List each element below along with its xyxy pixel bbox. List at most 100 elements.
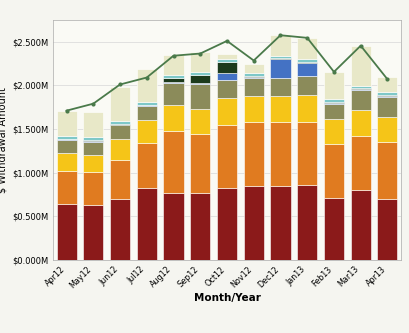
Bar (324, 103, 344, 104)
Bar (110, 121, 130, 124)
Bar (217, 188, 237, 260)
Bar (378, 95, 398, 96)
Bar (270, 78, 290, 96)
Bar (110, 126, 130, 140)
Bar (110, 140, 130, 161)
Bar (190, 134, 210, 193)
Bar (378, 96, 398, 97)
Bar (351, 86, 371, 89)
Bar (244, 185, 264, 260)
Bar (297, 185, 317, 260)
Bar (83, 142, 103, 155)
Bar (351, 190, 371, 260)
Bar (244, 122, 264, 185)
Bar (270, 96, 290, 122)
Bar (190, 109, 210, 134)
Bar (297, 59, 317, 62)
Bar (270, 122, 290, 185)
Bar (137, 105, 157, 106)
Bar (83, 205, 103, 260)
Bar (137, 102, 157, 105)
Bar (297, 62, 317, 63)
Bar (190, 72, 210, 75)
Bar (164, 193, 184, 260)
Bar (351, 110, 371, 136)
Bar (351, 89, 371, 90)
Bar (137, 188, 157, 260)
Bar (56, 136, 76, 139)
Bar (378, 92, 398, 95)
Bar (190, 83, 210, 84)
Bar (137, 120, 157, 143)
Bar (217, 126, 237, 188)
Bar (324, 102, 344, 103)
Bar (270, 185, 290, 260)
Bar (324, 72, 344, 99)
Bar (164, 131, 184, 193)
Bar (110, 125, 130, 126)
Bar (324, 198, 344, 260)
Bar (217, 99, 237, 126)
Bar (324, 119, 344, 144)
Bar (297, 63, 317, 76)
Bar (190, 84, 210, 109)
Bar (137, 69, 157, 102)
Bar (378, 199, 398, 260)
Bar (56, 140, 76, 154)
Bar (244, 65, 264, 73)
Bar (297, 76, 317, 95)
Bar (164, 106, 184, 131)
Bar (297, 95, 317, 123)
Bar (190, 193, 210, 260)
Bar (244, 78, 264, 96)
Bar (351, 46, 371, 86)
Bar (244, 77, 264, 78)
Bar (217, 80, 237, 99)
Bar (110, 161, 130, 199)
Bar (83, 112, 103, 137)
Bar (164, 78, 184, 82)
Bar (324, 104, 344, 119)
Bar (270, 56, 290, 58)
Y-axis label: $ Withdrawal Amount: $ Withdrawal Amount (0, 87, 8, 193)
Bar (83, 172, 103, 205)
Bar (83, 141, 103, 142)
Bar (56, 139, 76, 140)
Bar (110, 87, 130, 121)
Bar (56, 154, 76, 171)
Bar (351, 136, 371, 190)
Bar (190, 52, 210, 72)
Bar (270, 35, 290, 56)
Bar (217, 54, 237, 59)
Bar (378, 97, 398, 117)
Bar (378, 117, 398, 142)
Bar (217, 62, 237, 73)
Bar (56, 171, 76, 204)
Bar (83, 155, 103, 172)
X-axis label: Month/Year: Month/Year (193, 293, 261, 303)
Bar (83, 137, 103, 140)
Bar (164, 83, 184, 106)
Bar (137, 143, 157, 188)
Bar (217, 73, 237, 80)
Bar (378, 77, 398, 92)
Bar (244, 76, 264, 77)
Bar (244, 73, 264, 76)
Bar (270, 59, 290, 78)
Bar (297, 38, 317, 59)
Bar (244, 96, 264, 122)
Bar (164, 55, 184, 75)
Bar (110, 199, 130, 260)
Bar (83, 140, 103, 141)
Bar (137, 106, 157, 120)
Bar (164, 82, 184, 83)
Bar (56, 111, 76, 136)
Bar (351, 90, 371, 110)
Bar (56, 204, 76, 260)
Bar (297, 123, 317, 185)
Bar (270, 58, 290, 59)
Bar (324, 99, 344, 102)
Bar (217, 59, 237, 62)
Bar (324, 144, 344, 198)
Bar (190, 75, 210, 83)
